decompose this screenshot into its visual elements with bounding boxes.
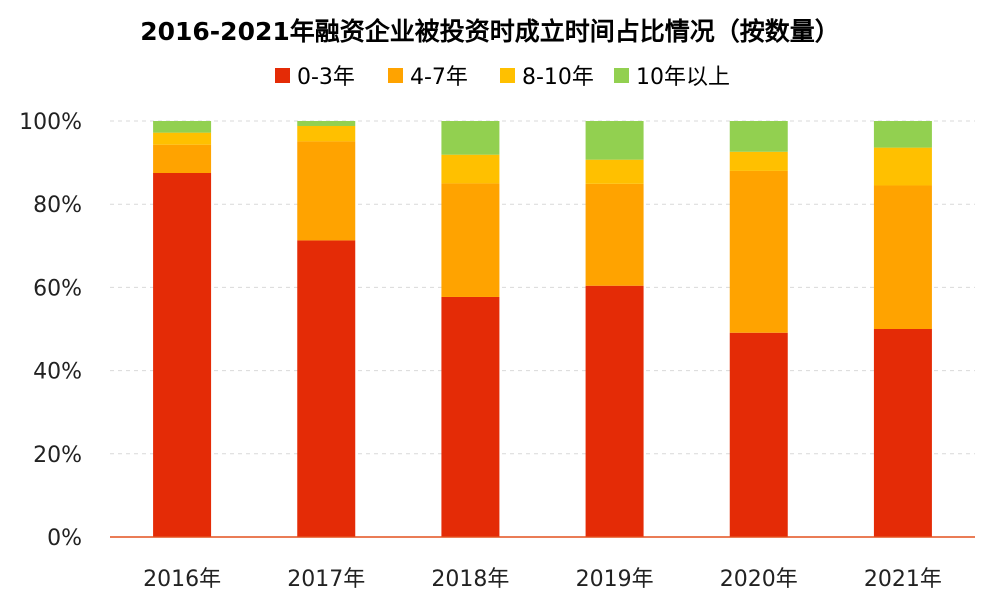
legend-label: 4-7年 [410,65,468,90]
x-tick-label: 2020年 [720,567,798,592]
bar-segment [153,173,212,537]
x-tick-label: 2019年 [576,567,654,592]
x-tick-label: 2016年 [143,567,221,592]
y-tick-label: 60% [33,276,82,301]
bar-segment [441,121,500,155]
gridlines [110,120,975,455]
bar-segment [729,332,788,537]
legend-label: 8-10年 [522,65,594,90]
legend-label: 10年以上 [636,65,730,90]
bar-segment [297,125,356,142]
bar-segment [153,144,212,173]
bar-segment [873,185,932,329]
bars [153,121,932,537]
legend-swatch [388,68,403,83]
bar-segment [297,121,356,126]
legend-swatch [614,68,629,83]
y-tick-label: 0% [47,526,82,551]
bar-segment [441,154,500,184]
y-tick-label: 20% [33,443,82,468]
bar-segment [441,183,500,297]
bar-segment [729,170,788,333]
chart-title: 2016-2021年融资企业被投资时成立时间占比情况（按数量） [140,17,840,46]
x-tick-label: 2018年 [431,567,509,592]
bar-segment [585,285,644,537]
bar-segment [585,183,644,286]
y-tick-label: 80% [33,193,82,218]
y-tick-label: 40% [33,360,82,385]
bar-segment [729,121,788,152]
x-axis: 2016年 2017年 2018年 2019年 2020年 2021年 [110,536,975,592]
bar-segment [297,240,356,537]
bar-segment [585,159,644,184]
x-tick-label: 2017年 [287,567,365,592]
bar-segment [153,121,212,133]
bar-segment [873,147,932,186]
legend-swatch [275,68,290,83]
bar-segment [873,329,932,537]
bar-segment [297,141,356,241]
legend-swatch [500,68,515,83]
x-tick-label: 2021年 [864,567,942,592]
legend: 0-3年 4-7年 8-10年 10年以上 [275,65,730,90]
bar-segment [873,121,932,148]
bar-segment [153,132,212,145]
bar-segment [729,151,788,171]
bar-segment [441,296,500,537]
bar-segment [585,121,644,160]
y-axis: 0% 20% 40% 60% 80% 100% [19,110,82,551]
legend-label: 0-3年 [297,65,355,90]
y-tick-label: 100% [19,110,82,135]
